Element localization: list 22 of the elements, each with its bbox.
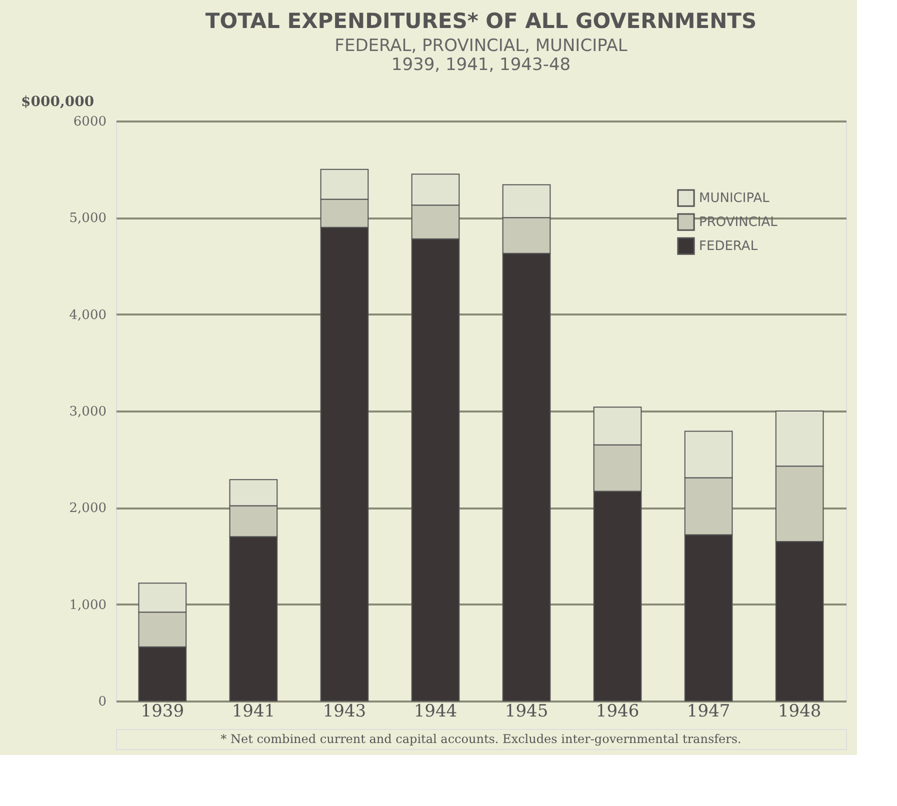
y-axis-title: $000,000 [21,94,94,110]
legend-label: PROVINCIAL [699,215,778,230]
x-tick-label: 1945 [504,702,548,722]
y-tick-label: 2,000 [69,501,106,516]
chart-title: TOTAL EXPENDITURES* OF ALL GOVERNMENTS [205,9,757,33]
x-tick-label: 1943 [322,702,366,722]
text: * Net combined current and capital accounts. Excludes inter-governmental transfers. [220,732,742,746]
legend-label: FEDERAL [699,239,758,254]
y-tick-label: 5,000 [69,211,106,226]
x-tick-label: 1948 [778,702,822,722]
y-tick-label: 3,000 [69,404,106,420]
y-tick-label: 4,000 [69,308,106,323]
chart-subtitle: FEDERAL, PROVINCIAL, MUNICIPAL 1939, 1941, 1943-48 [334,36,628,75]
x-tick-label: 1941 [232,702,276,722]
y-tick-label: 0 [98,694,106,710]
y-tick-label: 6000 [73,114,106,130]
x-tick-label: 1944 [414,702,458,722]
x-tick-label: 1946 [596,702,640,722]
y-tick-label: 1,000 [69,598,106,613]
x-tick-label: 1947 [686,702,730,722]
legend-label: MUNICIPAL [699,191,770,206]
x-tick-label: 1939 [140,702,184,722]
